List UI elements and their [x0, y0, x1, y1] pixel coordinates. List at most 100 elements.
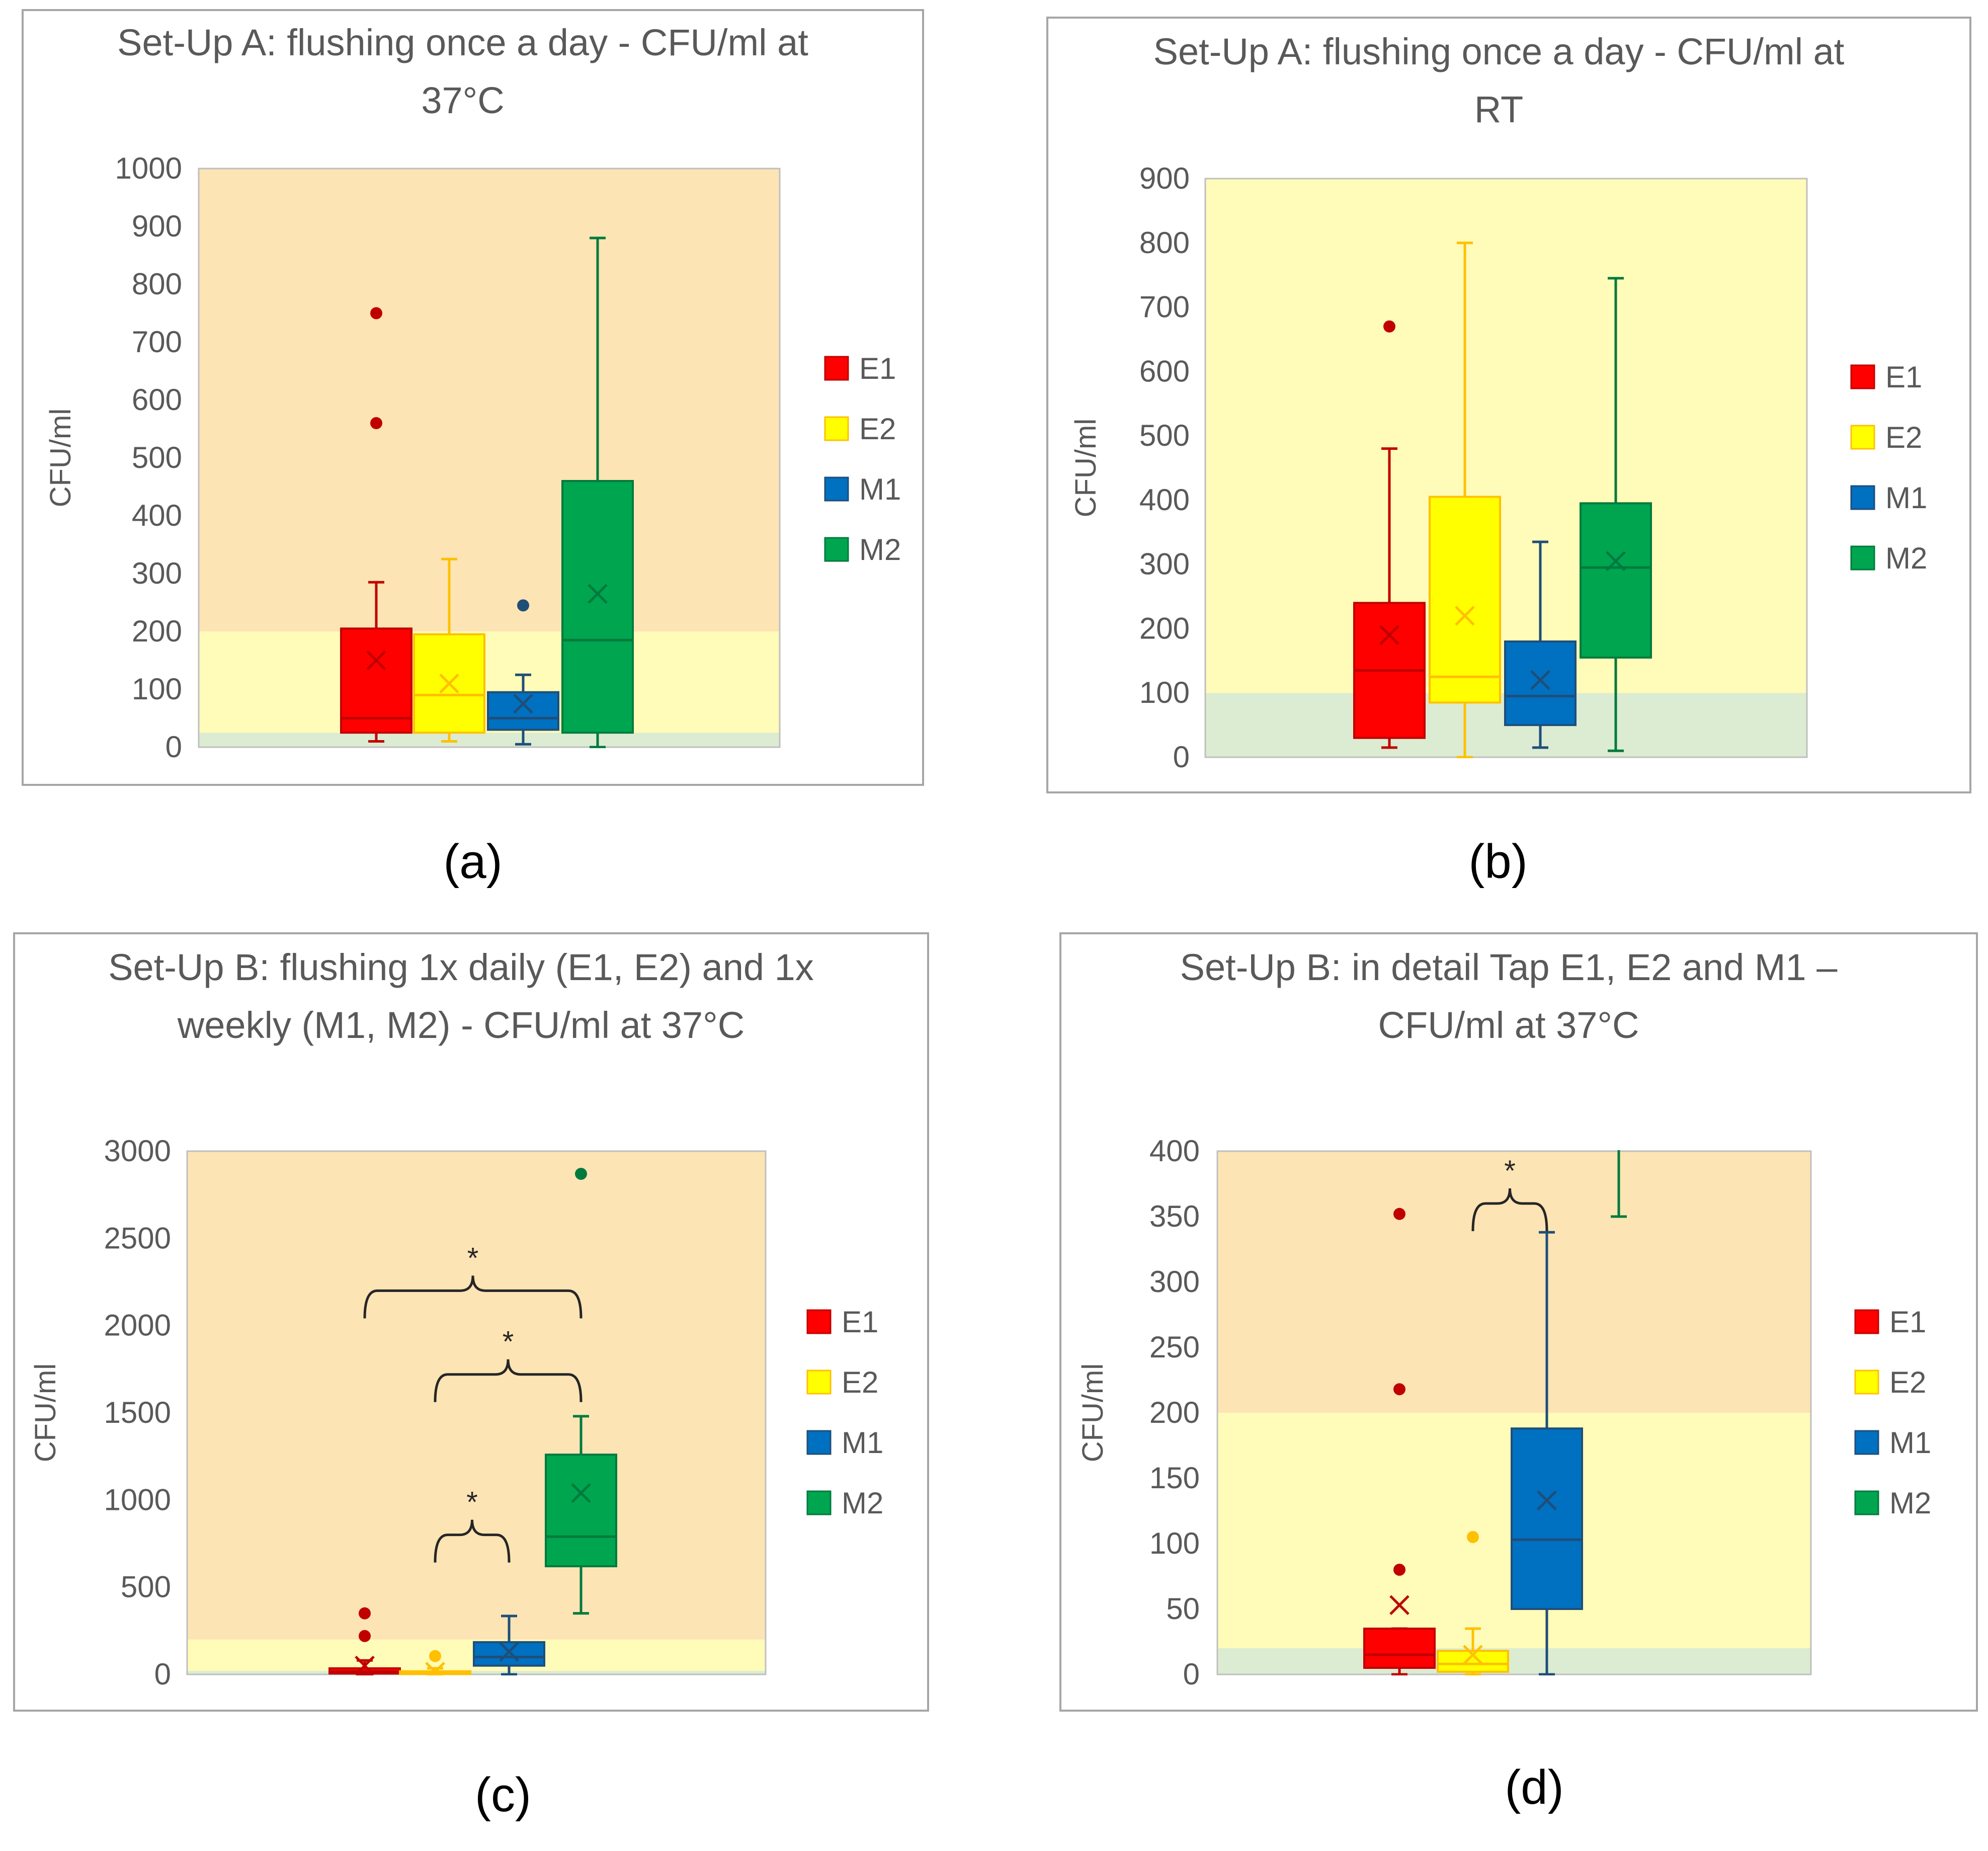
mean-marker-E2	[1463, 1645, 1483, 1665]
box-M1	[473, 1615, 545, 1675]
outlier-point-E1	[370, 417, 382, 429]
y-tick-label: 800	[132, 267, 182, 301]
box-body-M1	[473, 1641, 545, 1667]
y-tick-label: 2000	[104, 1309, 171, 1342]
y-tick-label: 200	[132, 614, 182, 648]
mean-marker-M1	[1530, 670, 1550, 690]
mean-marker-M1	[499, 1642, 519, 1662]
y-axis-label: CFU/ml	[1069, 419, 1102, 518]
plot-area-border	[186, 1150, 767, 1675]
panel-label: (d)	[1505, 1760, 1563, 1814]
box-M2	[561, 236, 634, 748]
box-M1	[487, 599, 559, 746]
legend-swatch-M2	[1850, 545, 1875, 571]
legend-swatch-E2	[1854, 1370, 1879, 1395]
y-tick-label: 100	[132, 672, 182, 706]
y-tick-label: 200	[1139, 611, 1190, 645]
box-M1	[1511, 1231, 1583, 1675]
y-tick-label: 150	[1149, 1461, 1200, 1495]
panel-b: Set-Up A: flushing once a day - CFU/ml a…	[1046, 17, 1971, 889]
outlier-point-E2	[429, 1650, 441, 1662]
boxes-group	[340, 236, 634, 748]
legend-swatch-E1	[1854, 1309, 1879, 1334]
box-E2	[1437, 1531, 1509, 1675]
legend-label-M2: M2	[842, 1486, 883, 1520]
significance-label: *	[466, 1486, 478, 1519]
panel-c: Set-Up B: flushing 1x daily (E1, E2) and…	[13, 932, 929, 1822]
legend-swatch-E2	[1850, 425, 1875, 450]
y-tick-label: 0	[1173, 740, 1190, 774]
chart-title-line: RT	[1474, 89, 1523, 130]
box-body-M1	[1504, 640, 1577, 727]
outlier-point-E1	[1383, 320, 1395, 333]
y-tick-label: 1000	[104, 1483, 171, 1516]
panel-label: (a)	[443, 835, 502, 889]
outlier-point-E1	[359, 1630, 371, 1642]
legend-label-E2: E2	[842, 1365, 878, 1399]
y-tick-label: 400	[132, 499, 182, 532]
box-E2	[399, 1650, 471, 1675]
mean-marker-E1	[1389, 1595, 1410, 1615]
legend-label-M2: M2	[1885, 541, 1927, 575]
legend-swatch-M2	[1854, 1490, 1879, 1515]
box-body-E1	[340, 627, 412, 734]
mean-marker-E1	[1379, 625, 1399, 645]
panel-a: Set-Up A: flushing once a day - CFU/ml a…	[22, 9, 924, 889]
outlier-point-E1	[370, 307, 382, 319]
background-zone-high	[187, 1151, 766, 1640]
boxes-group	[328, 1168, 617, 1675]
panel-label: (b)	[1468, 835, 1527, 889]
legend-swatch-E2	[806, 1370, 832, 1395]
y-tick-label: 600	[132, 383, 182, 417]
mean-marker-M1	[513, 693, 533, 714]
outlier-point-M2	[575, 1168, 587, 1180]
y-tick-label: 500	[121, 1570, 171, 1604]
y-tick-label: 100	[1149, 1526, 1200, 1560]
chart-title-line: 37°C	[421, 79, 504, 121]
y-tick-label: 200	[1149, 1396, 1200, 1429]
legend-label-E1: E1	[842, 1305, 878, 1339]
legend-label-M1: M1	[1889, 1426, 1931, 1460]
box-body-E1	[1363, 1628, 1436, 1669]
box-M1	[1504, 540, 1577, 749]
box-body-E2	[1429, 496, 1501, 704]
box-E2	[413, 557, 485, 743]
y-tick-label: 700	[1139, 290, 1190, 324]
outlier-point-E1	[1393, 1383, 1405, 1396]
y-axis-label: CFU/ml	[1076, 1363, 1109, 1463]
significance-bracket	[434, 1519, 511, 1563]
legend-label-E1: E1	[1885, 360, 1922, 394]
legend-label-M1: M1	[1885, 481, 1927, 515]
significance-label: *	[1504, 1155, 1516, 1187]
box-E1	[328, 1607, 401, 1675]
mean-marker-M1	[1537, 1490, 1557, 1510]
mean-marker-E1	[366, 650, 386, 671]
y-tick-label: 500	[132, 441, 182, 474]
y-axis-label: CFU/ml	[44, 409, 77, 508]
y-axis-label: CFU/ml	[29, 1363, 62, 1463]
y-tick-label: 0	[154, 1657, 171, 1691]
chart-title-line: Set-Up B: flushing 1x daily (E1, E2) and…	[108, 946, 814, 988]
box-E1	[1353, 320, 1426, 749]
y-tick-label: 1500	[104, 1396, 171, 1429]
chart-title-line: Set-Up A: flushing once a day - CFU/ml a…	[1153, 31, 1845, 72]
y-tick-label: 600	[1139, 354, 1190, 388]
box-M2	[1580, 277, 1652, 752]
y-tick-label: 0	[165, 730, 182, 764]
boxes-group	[1363, 1150, 1627, 1675]
legend-label-E1: E1	[1889, 1305, 1926, 1339]
legend-swatch-M1	[1854, 1430, 1879, 1455]
y-tick-label: 0	[1183, 1657, 1200, 1691]
background-zone-high	[1217, 1151, 1811, 1413]
significance-bracket	[1471, 1188, 1548, 1232]
legend-swatch-E1	[1850, 364, 1875, 389]
legend-swatch-E1	[824, 356, 849, 381]
legend-label-M1: M1	[859, 472, 901, 506]
legend-swatch-M2	[806, 1490, 832, 1515]
mean-marker-M2	[588, 584, 608, 604]
y-tick-label: 3000	[104, 1134, 171, 1168]
outlier-point-M1	[517, 599, 529, 612]
legend-swatch-M2	[824, 537, 849, 562]
background-zone-low	[1217, 1648, 1811, 1674]
